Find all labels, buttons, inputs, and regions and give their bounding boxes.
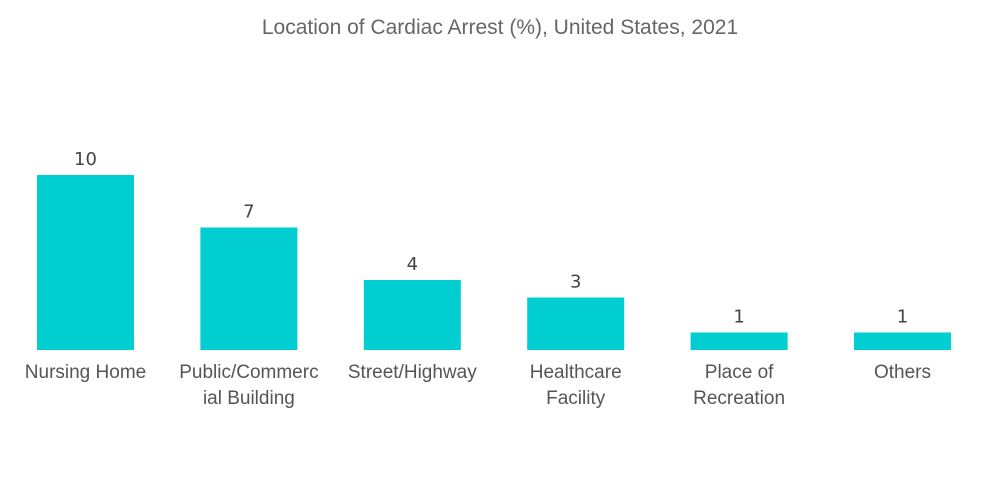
x-tick-label-0: Nursing Home bbox=[25, 362, 146, 383]
x-tick-label-5: Others bbox=[874, 362, 931, 383]
data-label-4: 1 bbox=[733, 307, 744, 328]
data-label-3: 3 bbox=[570, 272, 581, 293]
x-tick-label-4: Place of bbox=[705, 362, 774, 383]
data-label-5: 1 bbox=[897, 307, 908, 328]
x-tick-label-3-line2: Facility bbox=[546, 388, 606, 409]
data-label-1: 7 bbox=[243, 202, 254, 223]
bar-2 bbox=[363, 280, 461, 350]
bar-3 bbox=[527, 297, 625, 350]
x-tick-label-4-line2: Recreation bbox=[693, 388, 785, 409]
x-tick-label-1-line2: ial Building bbox=[203, 388, 295, 409]
chart-title: Location of Cardiac Arrest (%), United S… bbox=[261, 16, 739, 39]
x-tick-label-1: Public/Commerc bbox=[179, 362, 318, 383]
data-label-0: 10 bbox=[74, 149, 97, 170]
bar-5 bbox=[854, 332, 951, 350]
bar-0 bbox=[37, 175, 134, 350]
x-tick-label-2: Street/Highway bbox=[348, 362, 477, 383]
data-label-2: 4 bbox=[407, 254, 418, 275]
x-tick-label-3: Healthcare bbox=[530, 362, 622, 383]
bar-1 bbox=[200, 227, 298, 350]
bar-4 bbox=[690, 332, 788, 350]
